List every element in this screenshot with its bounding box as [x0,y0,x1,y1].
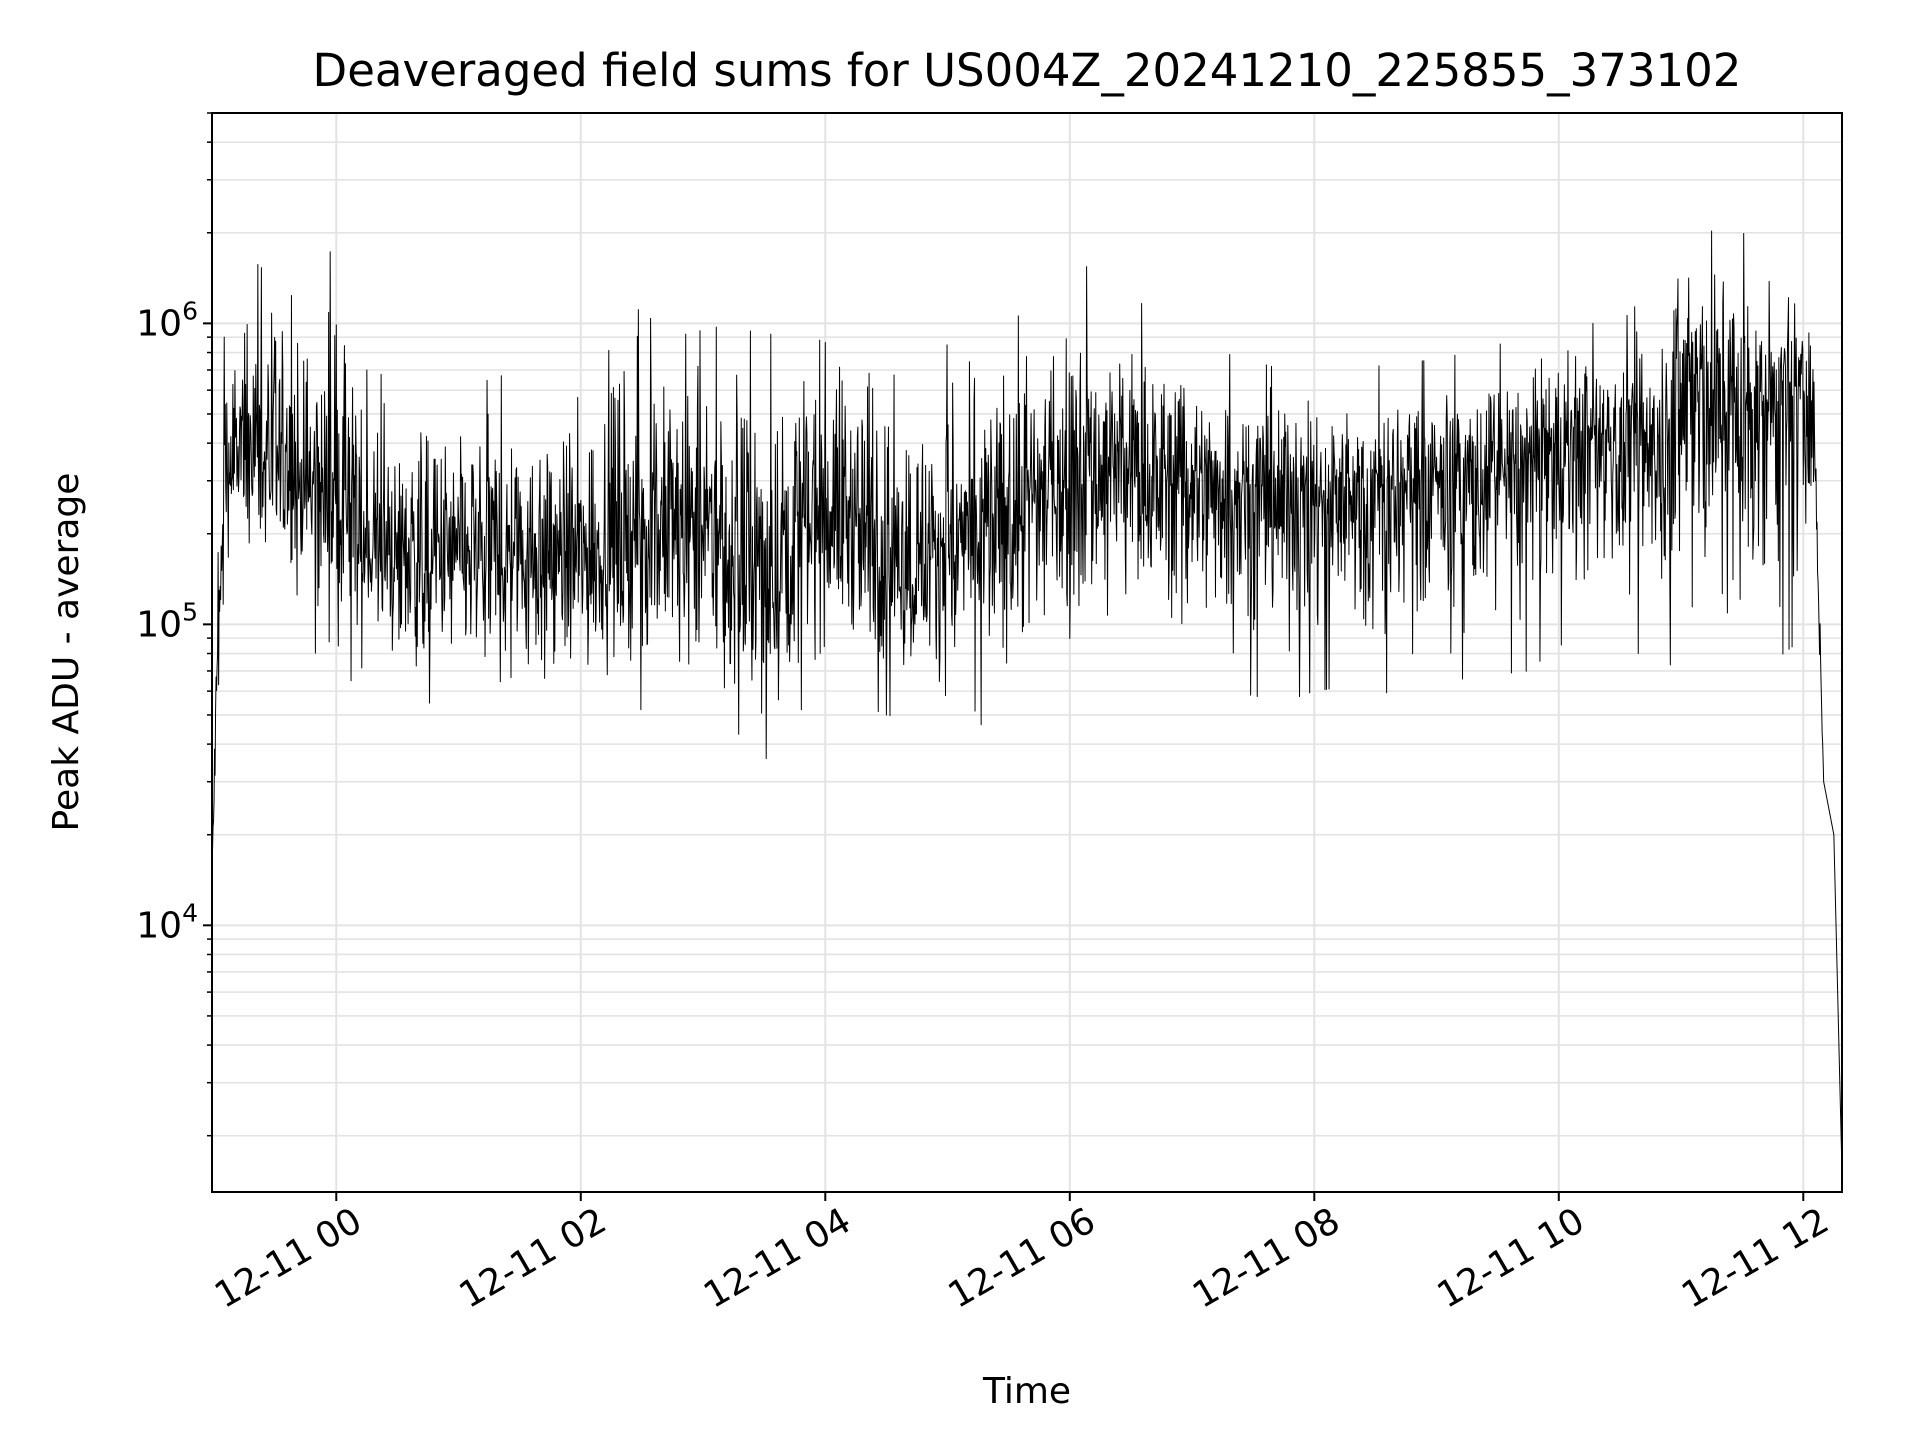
plot-area-frame [211,112,1843,1193]
x-axis-label: Time [982,1371,1071,1412]
y-tick-label: 105 [136,597,198,645]
series-line [211,230,1843,1174]
grid [212,112,1842,1192]
y-tick-label: 104 [136,898,198,946]
data-series [211,230,1843,1174]
y-axis-ticks: 104 105 106 [136,112,212,1137]
chart-title: Deaveraged field sums for US004Z_2024121… [313,44,1742,97]
y-tick-label: 106 [136,296,198,344]
y-axis-label: Peak ADU - average [46,473,87,832]
